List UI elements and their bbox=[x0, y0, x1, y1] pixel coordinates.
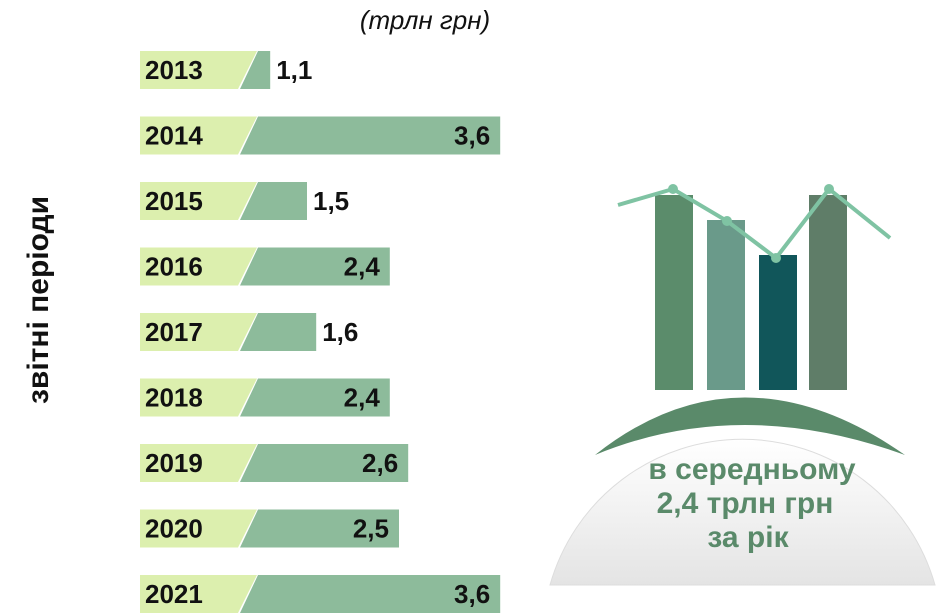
annotation-line: 2,4 трлн грн bbox=[657, 487, 834, 520]
bar bbox=[240, 313, 317, 351]
category-box bbox=[140, 575, 257, 613]
deco-bar bbox=[707, 220, 745, 390]
data-label: 2,6 bbox=[362, 448, 398, 478]
category-box bbox=[140, 509, 257, 548]
data-label: 3,6 bbox=[454, 120, 490, 150]
category-box bbox=[140, 313, 257, 351]
y-tick-label: 2020 bbox=[145, 513, 203, 543]
y-tick-label: 2013 bbox=[145, 55, 203, 85]
deco-dot bbox=[824, 184, 834, 194]
data-label: 2,4 bbox=[344, 251, 381, 281]
data-label: 1,1 bbox=[276, 55, 312, 85]
data-label: 3,6 bbox=[454, 579, 490, 609]
deco-bar bbox=[809, 195, 847, 390]
deco-line bbox=[617, 186, 892, 261]
deco-bar bbox=[655, 195, 693, 390]
bar bbox=[240, 444, 409, 482]
dome bbox=[549, 438, 936, 586]
y-tick-label: 2019 bbox=[145, 448, 203, 478]
deco-dot bbox=[668, 184, 678, 194]
category-box bbox=[140, 116, 257, 155]
dome-top bbox=[595, 397, 905, 455]
data-label: 1,6 bbox=[322, 317, 358, 347]
deco-dot bbox=[771, 253, 781, 263]
deco-dot bbox=[722, 216, 732, 226]
category-box bbox=[140, 378, 257, 417]
data-label: 2,5 bbox=[353, 513, 389, 543]
category-box bbox=[140, 247, 257, 286]
data-label: 1,5 bbox=[313, 186, 349, 216]
category-box bbox=[140, 182, 257, 220]
annotation-line: в середньому bbox=[648, 453, 855, 486]
y-tick-label: 2014 bbox=[145, 120, 203, 150]
bar bbox=[240, 509, 399, 548]
annotation-line: за рік bbox=[707, 521, 789, 554]
annotation: в середньому 2,4 трлн грн за рік bbox=[648, 453, 855, 554]
bar bbox=[240, 378, 390, 417]
data-label: 2,4 bbox=[344, 382, 381, 412]
bar bbox=[240, 575, 501, 613]
y-tick-label: 2016 bbox=[145, 251, 203, 281]
decoration bbox=[549, 184, 936, 586]
category-box bbox=[140, 51, 257, 89]
subtitle: (трлн грн) bbox=[360, 5, 490, 35]
y-tick-label: 2017 bbox=[145, 317, 203, 347]
y-axis-label: звітні періоди bbox=[22, 196, 55, 404]
bar bbox=[240, 247, 390, 286]
category-box bbox=[140, 444, 257, 482]
bar bbox=[240, 182, 307, 220]
y-tick-label: 2015 bbox=[145, 186, 203, 216]
bar bbox=[240, 116, 501, 155]
deco-bar bbox=[759, 255, 797, 390]
y-tick-label: 2021 bbox=[145, 579, 203, 609]
bar bbox=[240, 51, 271, 89]
y-tick-label: 2018 bbox=[145, 382, 203, 412]
